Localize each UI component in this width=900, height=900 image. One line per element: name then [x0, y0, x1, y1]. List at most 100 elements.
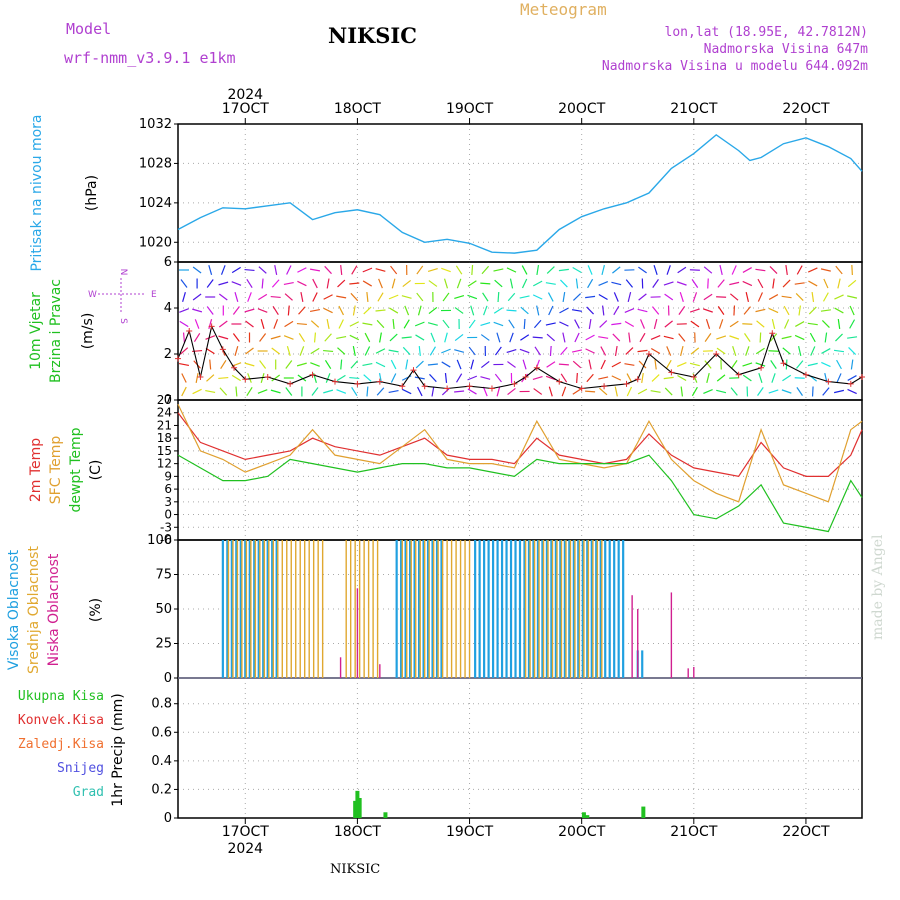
wind-arrow: [404, 305, 410, 316]
wind-barbs: [178, 264, 858, 397]
wind-arrow: [716, 389, 727, 394]
temperature-line: [177, 454, 863, 533]
wind-arrow: [677, 266, 687, 274]
wind-arrow: [850, 359, 854, 370]
wind-arrow: [519, 295, 530, 299]
wind-arrow: [849, 319, 856, 329]
wind-arrow: [650, 334, 661, 341]
wind-arrow: [574, 332, 580, 343]
wind-arrow: [546, 333, 555, 342]
wind-arrow: [507, 292, 516, 302]
wind-arrow: [351, 265, 358, 275]
wind-arrow: [522, 359, 527, 370]
wind-arrow: [470, 305, 475, 316]
wind-arrow: [730, 387, 738, 396]
wind-arrow: [455, 265, 463, 275]
wind-arrow: [296, 362, 307, 367]
wind-arrow: [456, 373, 463, 383]
wind-arrow: [286, 265, 292, 275]
wind-arrow: [703, 266, 713, 274]
wind-arrow: [781, 389, 792, 394]
wind-arrow: [363, 306, 372, 315]
wind-speed-point: [522, 374, 529, 380]
x-top-label: 17OCT: [222, 101, 270, 117]
wind-arrow: [742, 267, 752, 273]
wind-arrow: [218, 376, 229, 380]
wind-arrow: [598, 336, 609, 339]
wind-label-2: Brzina i Pravac: [48, 279, 64, 383]
wind-arrow: [521, 278, 528, 289]
precip-bar: [641, 806, 646, 818]
wind-arrow: [218, 293, 228, 301]
wind-arrow: [547, 292, 554, 302]
wind-speed-line: [177, 324, 863, 390]
wind-arrow: [536, 305, 540, 316]
x-top-label: 21OCT: [670, 101, 718, 117]
wind-arrow: [297, 374, 307, 382]
wind-arrow: [376, 387, 385, 396]
wind-speed-point: [421, 383, 428, 390]
wind-arrow: [545, 375, 556, 381]
wind-arrow: [285, 387, 293, 396]
wind-arrow: [650, 390, 661, 393]
wind-arrow: [822, 387, 830, 396]
model-name: wrf-nmm_v3.9.1 e1km: [64, 49, 236, 67]
wind-arrow: [795, 293, 804, 301]
wind-arrow: [298, 332, 306, 343]
wind-arrow: [611, 281, 622, 286]
wind-speed-point: [780, 360, 787, 367]
footer-station: NIKSIC: [330, 862, 381, 877]
wind-arrow: [731, 265, 737, 275]
wind-arrow: [833, 389, 845, 394]
wind-arrow: [284, 293, 293, 301]
wind-arrow: [847, 279, 857, 288]
wind-arrow: [676, 281, 687, 286]
wind-speed-point: [410, 367, 417, 374]
wind-arrow: [325, 373, 331, 383]
wind-arrow: [559, 321, 569, 327]
wind-arrow: [627, 292, 632, 302]
wind-arrow: [600, 359, 606, 370]
wind-arrow: [691, 279, 699, 288]
wind-arrow: [624, 307, 635, 314]
wind-arrow: [742, 323, 753, 325]
wind-arrow: [533, 388, 543, 395]
wind-arrow: [611, 361, 621, 368]
wind-arrow: [454, 333, 464, 342]
wind-arrow: [494, 346, 502, 356]
wind-arrow: [340, 359, 343, 370]
wind-speed-point: [645, 351, 652, 357]
wind-arrow: [350, 360, 359, 369]
wind-arrow: [559, 307, 569, 314]
wind-arrow: [639, 332, 646, 343]
wind-arrow: [719, 264, 723, 276]
wind-arrow: [270, 295, 281, 299]
wind-arrow: [323, 349, 334, 353]
wind-arrow: [493, 268, 504, 272]
wind-arrow: [558, 363, 569, 366]
wind-arrow: [729, 281, 740, 286]
wind-arrow: [271, 374, 281, 382]
wind-arrow: [483, 305, 488, 316]
wind-arrow: [313, 332, 317, 343]
compass-label: E: [151, 290, 157, 300]
wind-arrow: [625, 347, 634, 355]
wind-arrow: [181, 386, 187, 397]
y-tick-label: 0.4: [151, 754, 172, 769]
x-top-label: 18OCT: [334, 101, 382, 117]
wind-arrow: [639, 319, 646, 329]
wind-arrow: [179, 347, 189, 355]
wind-arrow: [312, 292, 318, 302]
wind-arrow: [782, 279, 791, 288]
wind-arrow: [782, 374, 792, 382]
wind-arrow: [824, 332, 828, 343]
wind-arrow: [770, 360, 777, 369]
wind-arrow: [663, 335, 674, 340]
wind-arrow: [732, 346, 737, 356]
wind-arrow: [416, 265, 424, 275]
wind-arrow: [598, 376, 609, 380]
precip-legend-item: Snijeg: [57, 761, 104, 776]
wind-arrow: [716, 335, 727, 340]
wind-arrow: [379, 332, 382, 343]
wind-arrow: [427, 322, 438, 326]
